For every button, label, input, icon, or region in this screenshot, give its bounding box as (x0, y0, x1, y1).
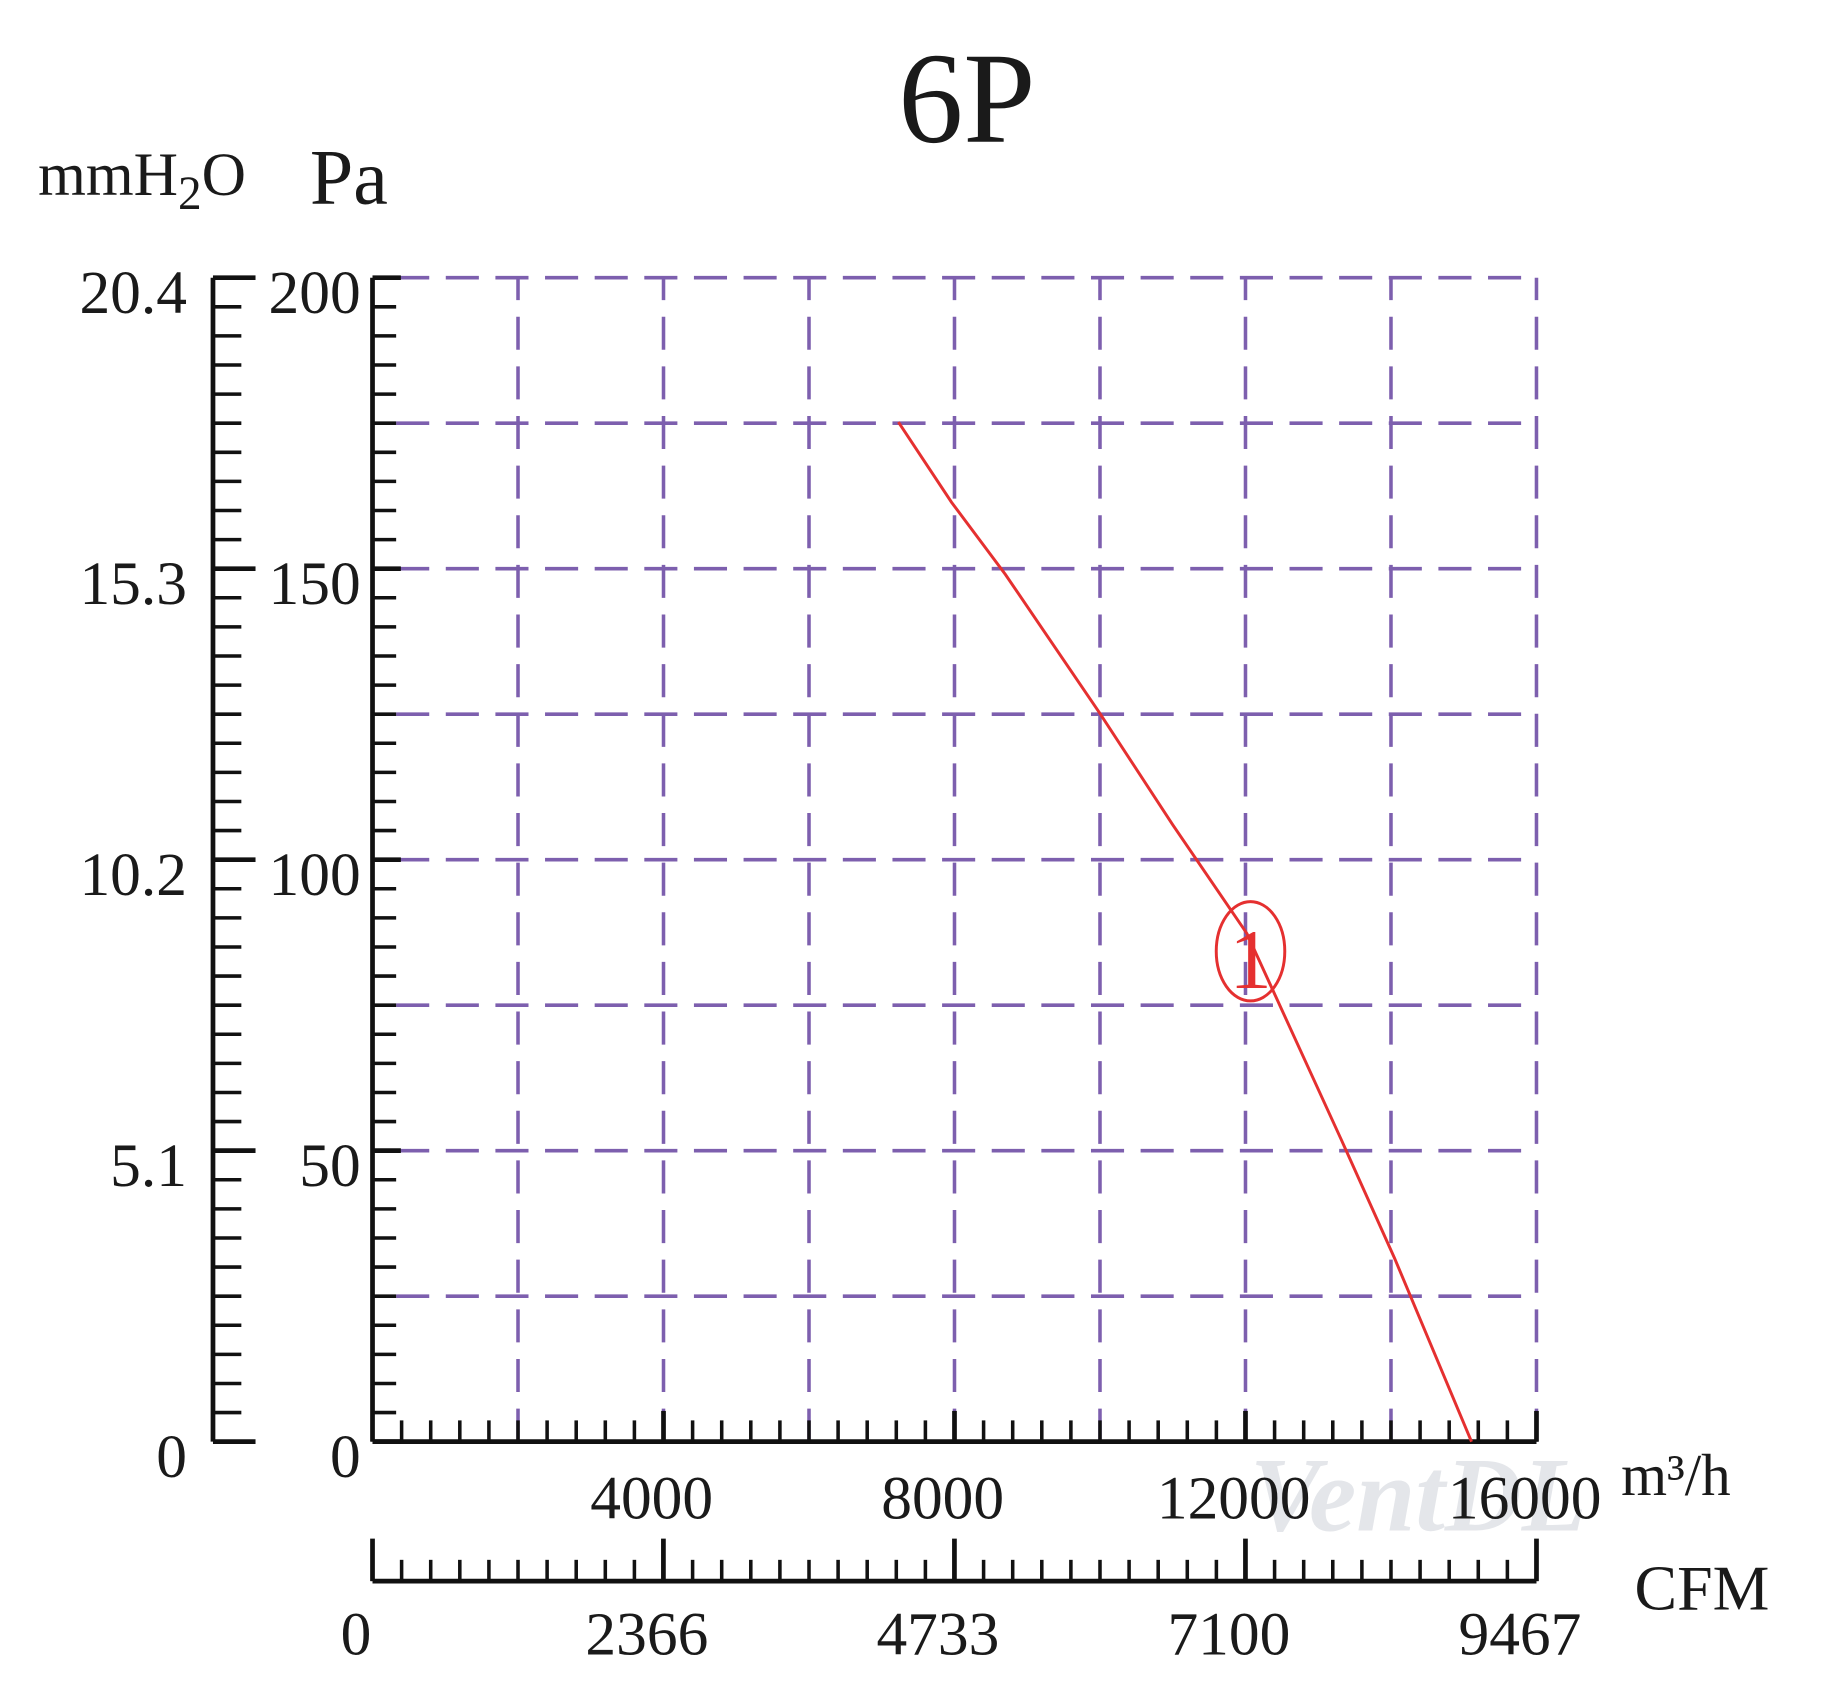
y2-label-end: O (202, 141, 246, 209)
y-axis-label: Pa (310, 134, 388, 220)
y2-tick-label: 20.4 (79, 259, 187, 327)
x2-tick-label: 2366 (585, 1600, 708, 1668)
y-tick-label: 0 (330, 1423, 361, 1491)
y2-label-main: mmH (38, 141, 178, 209)
x2-tick-label: 0 (341, 1600, 372, 1668)
y-tick-label: 200 (269, 259, 361, 327)
y2-tick-label: 10.2 (79, 841, 187, 909)
y-tick-label: 150 (269, 550, 361, 618)
x-axis-label: m³/h (1621, 1442, 1731, 1508)
y-tick-label: 50 (299, 1132, 360, 1200)
y2-tick-label: 5.1 (110, 1132, 187, 1200)
x-tick-label: 12000 (1157, 1464, 1311, 1532)
x2-axis-label: CFM (1635, 1552, 1770, 1623)
y2-label-sub: 2 (178, 168, 202, 220)
chart-title: 6P (898, 27, 1035, 171)
y-tick-label: 100 (269, 841, 361, 909)
x2-tick-label: 9467 (1458, 1600, 1581, 1668)
x2-tick-label: 4733 (876, 1600, 999, 1668)
watermark: VentDL (1250, 1436, 1587, 1554)
x-tick-label: 8000 (881, 1464, 1004, 1532)
y2-tick-label: 0 (156, 1423, 187, 1491)
x2-tick-label: 7100 (1167, 1600, 1290, 1668)
curve (897, 421, 1473, 1443)
y2-tick-label: 15.3 (79, 550, 187, 618)
x-tick-label: 4000 (590, 1464, 713, 1532)
curve-label-circle (1214, 900, 1287, 1003)
x-tick-label: 16000 (1448, 1464, 1602, 1532)
y2-axis-label: mmH2O (38, 141, 246, 220)
curve-label: 1 (1229, 913, 1272, 1007)
